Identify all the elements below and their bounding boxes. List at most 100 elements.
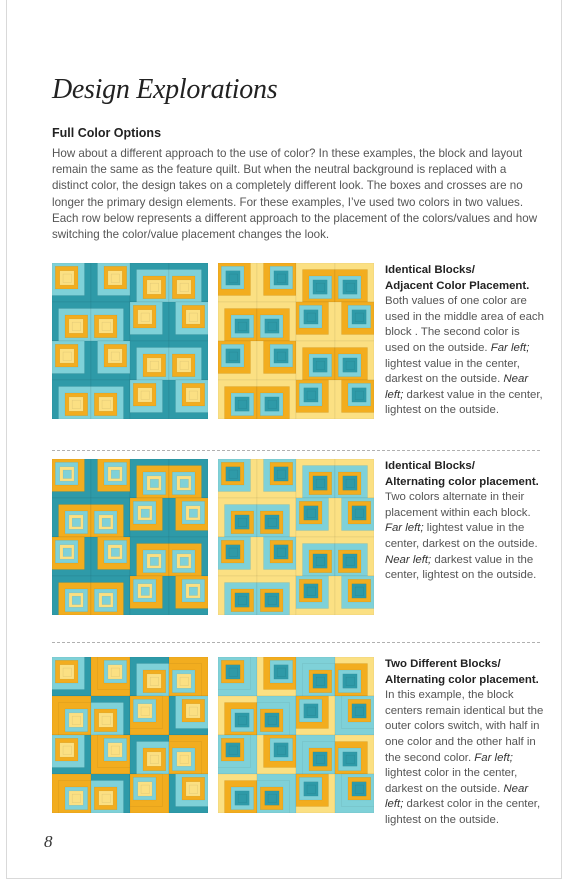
quilt-center (62, 667, 72, 677)
quilt-center (315, 676, 325, 686)
quilt-center (179, 478, 189, 488)
quilt-center (179, 360, 189, 370)
row2-near-left-label: Near left; (385, 553, 432, 566)
quilt-center (62, 469, 72, 479)
quilt-center (354, 508, 364, 518)
quilt-center (345, 556, 355, 566)
quilt-center (237, 715, 247, 725)
quilt-center (179, 676, 189, 686)
quilt-center (110, 745, 120, 755)
row1-far-left-text: lightest value in the center, darkest on… (385, 357, 520, 386)
quilt-center (188, 312, 198, 322)
quilt-center (306, 508, 316, 518)
quilt-center (345, 676, 355, 686)
quilt-center (149, 360, 159, 370)
quilt-center (101, 399, 111, 409)
quilt-center (149, 282, 159, 292)
quilt-center (276, 667, 286, 677)
row3-near-left-label: Near left; (385, 782, 529, 811)
quilt-center (149, 478, 159, 488)
quilt-center (71, 517, 81, 527)
quilt-center (149, 556, 159, 566)
quilt-center (188, 586, 198, 596)
quilt-center (306, 784, 316, 794)
row-divider-2 (52, 642, 540, 643)
quilt-center (237, 321, 247, 331)
quilt-center (267, 595, 277, 605)
quilt-center (228, 273, 238, 283)
quilt-center (71, 793, 81, 803)
quilt-center (179, 754, 189, 764)
quilt-center (101, 321, 111, 331)
quilt-center (140, 706, 150, 716)
quilt-center (101, 595, 111, 605)
row1-heading-line2: Adjacent Color Placement. (385, 279, 530, 292)
quilt-center (306, 312, 316, 322)
row1-near-left-text: darkest value in the center, lightest on… (385, 388, 543, 417)
quilt-center (237, 399, 247, 409)
quilt-image-row3-far-left (52, 657, 208, 813)
quilt-center (110, 273, 120, 283)
row1-far-left-label: Far left; (490, 341, 530, 354)
quilt-center (354, 784, 364, 794)
row2-near-left-text: darkest value in the center, lightest on… (385, 553, 537, 582)
quilt-center (228, 351, 238, 361)
quilt-center (140, 312, 150, 322)
quilt-center (315, 282, 325, 292)
quilt-center (345, 360, 355, 370)
quilt-center (140, 508, 150, 518)
quilt-center (228, 667, 238, 677)
quilt-center (140, 586, 150, 596)
quilt-center (354, 586, 364, 596)
quilt-center (71, 321, 81, 331)
row1-heading-line1: Identical Blocks/ (385, 264, 475, 276)
quilt-center (71, 715, 81, 725)
quilt-image-row2-near-left (218, 459, 374, 615)
quilt-center (276, 273, 286, 283)
quilt-image-row3-near-left (218, 657, 374, 813)
row3-heading-line1: Two Different Blocks/ (385, 658, 501, 670)
quilt-center (345, 478, 355, 488)
quilt-center (354, 706, 364, 716)
quilt-center (110, 469, 120, 479)
row2-heading-line2: Alternating color placement. (385, 475, 539, 488)
row3-body: In this example, the block centers remai… (385, 689, 544, 764)
quilt-center (62, 351, 72, 361)
quilt-center (237, 517, 247, 527)
quilt-center (71, 399, 81, 409)
row-divider-1 (52, 450, 540, 451)
quilt-center (149, 754, 159, 764)
row2-far-left-label: Far left; (385, 522, 424, 535)
quilt-center (267, 517, 277, 527)
quilt-center (140, 784, 150, 794)
quilt-center (315, 754, 325, 764)
quilt-center (237, 595, 247, 605)
quilt-center (101, 517, 111, 527)
quilt-center (306, 390, 316, 400)
quilt-center (306, 586, 316, 596)
quilt-center (276, 469, 286, 479)
quilt-center (354, 390, 364, 400)
quilt-center (140, 390, 150, 400)
row2-description: Identical Blocks/ Alternating color plac… (385, 459, 545, 584)
quilt-image-row2-far-left (52, 459, 208, 615)
row3-near-left-text: darkest color in the center, lightest on… (385, 798, 541, 826)
row3-heading-line2: Alternating color placement. (385, 673, 539, 686)
quilt-center (188, 706, 198, 716)
quilt-center (228, 469, 238, 479)
quilt-center (62, 745, 72, 755)
row1-body: Both values of one color are used in the… (385, 295, 544, 354)
quilt-center (276, 351, 286, 361)
row1-near-left-label: Near left; (385, 373, 529, 401)
row3-far-left-text: lightest color in the center, darkest on… (385, 767, 518, 795)
quilt-center (149, 676, 159, 686)
quilt-center (110, 547, 120, 557)
row2-heading-line1: Identical Blocks/ (385, 460, 475, 472)
quilt-center (306, 706, 316, 716)
quilt-center (345, 282, 355, 292)
row3-far-left-label: Far left; (474, 751, 513, 764)
quilt-center (62, 547, 72, 557)
quilt-center (228, 745, 238, 755)
quilt-center (179, 556, 189, 566)
row1-description: Identical Blocks/ Adjacent Color Placeme… (385, 263, 545, 419)
